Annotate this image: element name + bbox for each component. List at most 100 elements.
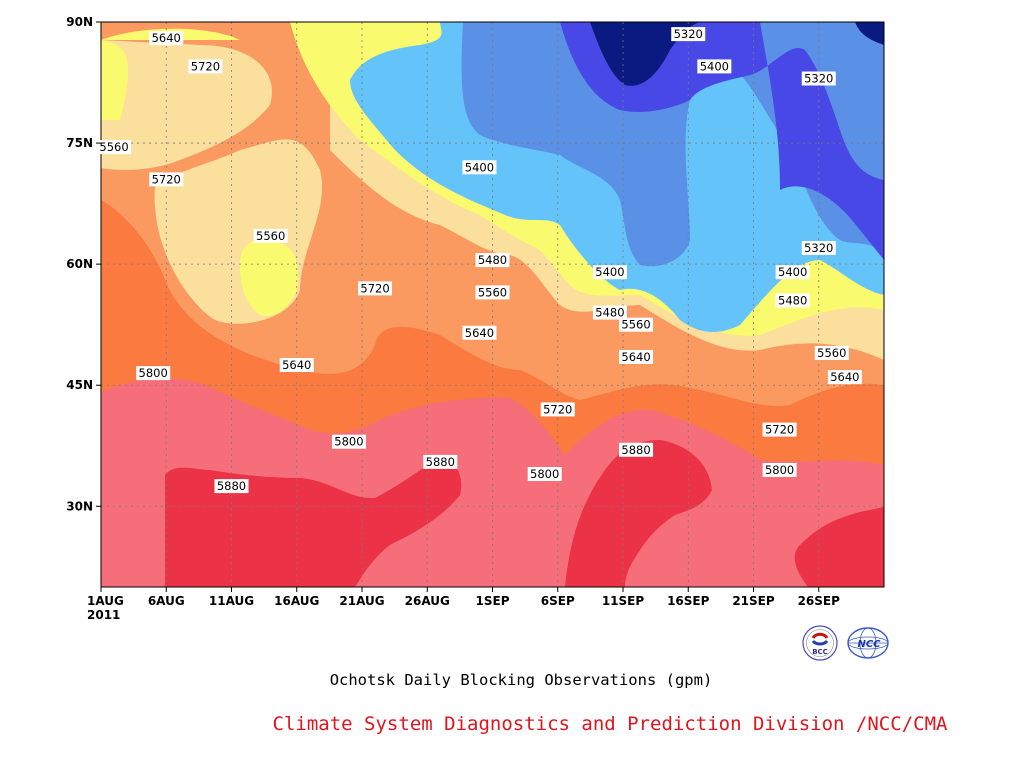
contour-label-text: 5320 [674,27,703,41]
contour-label-bg [814,345,849,360]
contour-label: 5560 [619,317,654,332]
bcc-logo: BCC [800,624,840,662]
contour-label-bg [592,305,627,320]
contour-label-text: 5480 [478,253,507,267]
contour-label-bg [279,358,314,373]
contour-label-text: 5640 [830,370,859,384]
contour-label-bg [775,265,810,280]
chart-title: Ochotsk Daily Blocking Observations (gpm… [329,671,713,689]
contour-label-bg [619,442,654,457]
contour-label: 5720 [540,402,575,417]
contour-label: 5400 [775,265,810,280]
bcc-logo-text: BCC [812,648,828,656]
band-5640-5720 [101,40,272,170]
x-tick-label: 6SEP [541,594,575,608]
contour-label-text: 5320 [804,72,833,86]
contour-label-text: 5640 [465,326,494,340]
y-tick-label: 45N [66,378,93,392]
ncc-logo-text: NCC [857,639,881,650]
contour-label: 5800 [762,462,797,477]
contour-label: 5320 [801,241,836,255]
contour-label-bg [331,434,366,449]
contour-label: 5720 [762,422,797,437]
contour-label-bg [423,454,458,469]
contour-label-bg [762,462,797,477]
x-tick-label: 1SEP [476,594,510,608]
contour-label-text: 5560 [99,140,128,154]
contour-label: 5640 [619,349,654,364]
contour-labels: 5640 5720 5560 5720 5560 5640 5800 5880 5800 5720… [97,27,862,494]
band-below-5320 [590,22,884,86]
contour-label-bg [462,325,497,340]
contour-label: 5880 [214,479,249,494]
contour-label-text: 5720 [360,281,389,295]
contour-label-bg [592,265,627,280]
contour-label: 5400 [697,59,732,74]
x-axis-year-label: 2011 [87,608,120,622]
contour-label: 5320 [671,27,706,42]
contour-label-bg [671,27,706,42]
contour-label-bg [801,71,836,86]
contour-label: 5400 [592,265,627,280]
contour-label-bg [619,317,654,332]
x-tick-label: 11AUG [209,594,254,608]
contour-label: 5560 [97,140,132,155]
contour-label-bg [358,281,393,296]
y-tick-label: 75N [66,136,93,150]
contour-label-text: 5720 [765,423,794,437]
contour-label: 5640 [149,31,184,46]
contour-label-text: 5720 [152,172,181,186]
x-tick-label: 11SEP [602,594,645,608]
contour-label: 5800 [527,467,562,481]
contour-label: 5560 [253,228,288,243]
contour-label-bg [475,285,510,300]
contour-label-bg [697,59,732,74]
x-tick-label: 26AUG [405,594,450,608]
contour-label-bg [619,349,654,364]
contour-label-bg [527,467,562,481]
y-tick-label: 30N [66,499,93,513]
contour-label-bg [762,422,797,437]
contour-label: 5400 [462,160,497,175]
contour-label-text: 5560 [817,346,846,360]
x-tick-label: 1AUG [87,594,124,608]
contour-label-text: 5480 [778,293,807,307]
contour-label-text: 5720 [191,59,220,73]
contour-label-text: 5880 [426,455,455,469]
contour-label-text: 5640 [152,31,181,45]
ncc-logo: NCC [844,624,892,662]
contour-label-text: 5560 [621,318,650,332]
contour-label: 5880 [619,442,654,457]
contour-label: 5320 [801,71,836,86]
contour-label: 5640 [827,370,862,385]
contour-label-text: 5400 [700,59,729,73]
contour-label-text: 5880 [217,479,246,493]
band-5560-5640b [240,240,299,316]
contour-label-bg [801,241,836,255]
contour-label-bg [540,402,575,417]
contour-label-text: 5800 [334,435,363,449]
x-tick-label: 21AUG [339,594,384,608]
contour-label-text: 5400 [595,265,624,279]
y-tick-label: 60N [66,257,93,271]
contour-label-bg [149,31,184,46]
credit-line: Climate System Diagnostics and Predictio… [272,713,948,735]
contour-label: 5640 [462,325,497,340]
contour-label-text: 5560 [478,285,507,299]
contour-label: 5720 [188,59,223,73]
x-tick-label: 16AUG [274,594,319,608]
contour-label-bg [214,479,249,494]
contour-label: 5480 [475,253,510,268]
contour-label-text: 5720 [543,402,572,416]
contour-label: 5480 [775,293,810,308]
contour-label-text: 5320 [804,241,833,255]
contour-label-text: 5480 [595,306,624,320]
contour-label-bg [827,370,862,385]
contour-label-text: 5640 [282,358,311,372]
contour-label-text: 5800 [765,463,794,477]
band-above-5960-3 [794,507,884,587]
contour-label: 5720 [358,281,393,296]
contour-label-bg [149,172,184,187]
contour-label: 5560 [475,285,510,300]
